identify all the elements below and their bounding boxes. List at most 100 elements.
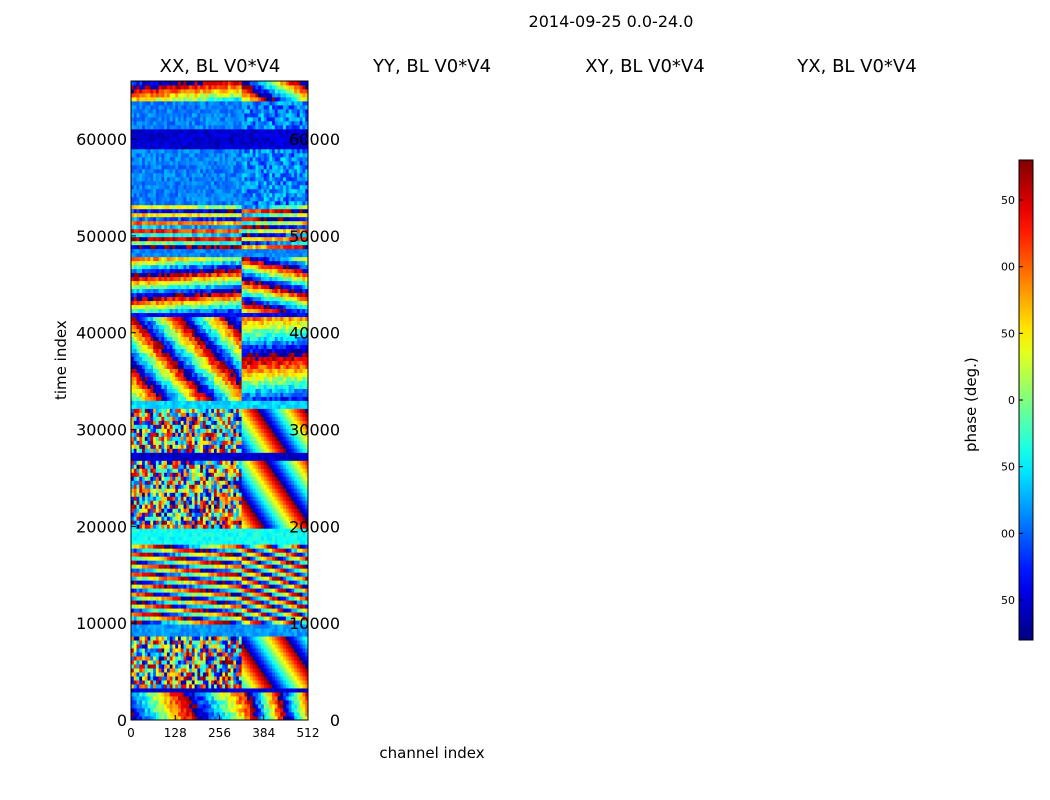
- heatmap-cell: [233, 716, 237, 721]
- heatmap-cell: [208, 700, 212, 705]
- heatmap-cell: [172, 696, 176, 701]
- heatmap-cell: [238, 704, 243, 709]
- heatmap-cell: [241, 696, 245, 701]
- heatmap-cell: [283, 708, 287, 713]
- heatmap-cell: [136, 696, 140, 701]
- heatmap-cell: [302, 704, 306, 709]
- heatmap-cell: [252, 708, 256, 713]
- heatmap-cell: [255, 712, 259, 717]
- heatmap-cell: [260, 704, 265, 709]
- heatmap-cell: [247, 696, 251, 701]
- panel-title-yx: YX, BL V0*V4: [768, 56, 946, 77]
- heatmap-cell: [166, 712, 171, 717]
- heatmap-cell: [178, 704, 182, 709]
- heatmap-cell: [158, 712, 162, 717]
- heatmap-cell: [266, 716, 270, 721]
- heatmap-cell: [139, 716, 143, 721]
- heatmap-cell: [136, 708, 140, 713]
- heatmap-cell: [219, 712, 223, 717]
- heatmap-cell: [147, 716, 151, 721]
- heatmap-cell: [213, 696, 218, 701]
- heatmap-cell: [230, 708, 234, 713]
- heatmap-cell: [283, 700, 287, 705]
- heatmap-cell: [280, 700, 284, 705]
- heatmap-cell: [299, 708, 303, 713]
- heatmap-cell: [288, 704, 292, 709]
- heatmap-cell: [202, 696, 207, 701]
- heatmap-cells: [131, 81, 309, 721]
- heatmap-cell: [158, 704, 162, 709]
- heatmap-cell: [197, 708, 201, 713]
- heatmap-cell: [288, 716, 292, 721]
- heatmap-cell: [263, 696, 267, 701]
- heatmap-cell: [219, 716, 223, 721]
- heatmap-cell: [233, 712, 237, 717]
- heatmap-cell: [180, 704, 184, 709]
- heatmap-cell: [139, 696, 143, 701]
- heatmap-cell: [172, 708, 176, 713]
- heatmap-cell: [277, 696, 281, 701]
- heatmap-cell: [225, 712, 229, 717]
- heatmap-cell: [189, 700, 193, 705]
- heatmap-cell: [183, 712, 187, 717]
- heatmap-cell: [274, 696, 278, 701]
- heatmap-cell: [136, 716, 140, 721]
- heatmap-cell: [169, 704, 173, 709]
- heatmap-cell: [258, 712, 262, 717]
- heatmap-cell: [285, 708, 290, 713]
- heatmap-cell: [305, 712, 309, 717]
- heatmap-cell: [144, 712, 148, 717]
- heatmap-cell: [191, 704, 196, 709]
- heatmap-cell: [266, 700, 270, 705]
- heatmap-cell: [296, 704, 301, 709]
- heatmap-cell: [244, 704, 248, 709]
- heatmap-cell: [161, 716, 165, 721]
- heatmap-cell: [186, 704, 190, 709]
- heatmap-cell: [136, 700, 140, 705]
- heatmap-cell: [272, 712, 276, 717]
- heatmap-cell: [161, 696, 165, 701]
- heatmap-cell: [249, 716, 254, 721]
- heatmap-cell: [150, 696, 154, 701]
- heatmap-cell: [172, 700, 176, 705]
- heatmap-cell: [222, 700, 226, 705]
- heatmap-cell: [133, 708, 137, 713]
- heatmap-cell: [147, 708, 151, 713]
- heatmap-cell: [194, 712, 198, 717]
- heatmap-cell: [200, 700, 204, 705]
- heatmap-cell: [285, 712, 290, 717]
- heatmap-cell: [153, 716, 157, 721]
- heatmap-cell: [283, 716, 287, 721]
- heatmap-cell: [197, 716, 201, 721]
- heatmap-cell: [166, 704, 171, 709]
- heatmap-cell: [155, 712, 160, 717]
- heatmap-cell: [258, 716, 262, 721]
- heatmap-cell: [153, 712, 157, 717]
- heatmap-cell: [202, 700, 207, 705]
- heatmap-cell: [272, 708, 276, 713]
- heatmap-cell: [178, 700, 182, 705]
- heatmap-cell: [216, 704, 220, 709]
- heatmap-cell: [189, 708, 193, 713]
- heatmap-cell: [153, 700, 157, 705]
- heatmap-cell: [194, 696, 198, 701]
- heatmap-cell: [161, 704, 165, 709]
- heatmap-cell: [238, 696, 243, 701]
- heatmap-cell: [142, 696, 146, 701]
- heatmap-cell: [302, 712, 306, 717]
- heatmap-cell: [180, 700, 184, 705]
- heatmap-cell: [194, 700, 198, 705]
- heatmap-cell: [252, 696, 256, 701]
- heatmap-cell: [191, 712, 196, 717]
- heatmap-cell: [197, 704, 201, 709]
- heatmap-cell: [150, 716, 154, 721]
- heatmap-cell: [244, 696, 248, 701]
- heatmap-cell: [252, 716, 256, 721]
- heatmap-cell: [213, 700, 218, 705]
- heatmap-cell: [216, 716, 220, 721]
- heatmap-cell: [219, 700, 223, 705]
- heatmap-cell: [277, 704, 281, 709]
- heatmap-cell: [260, 700, 265, 705]
- heatmap-cell: [213, 708, 218, 713]
- heatmap-cell: [283, 704, 287, 709]
